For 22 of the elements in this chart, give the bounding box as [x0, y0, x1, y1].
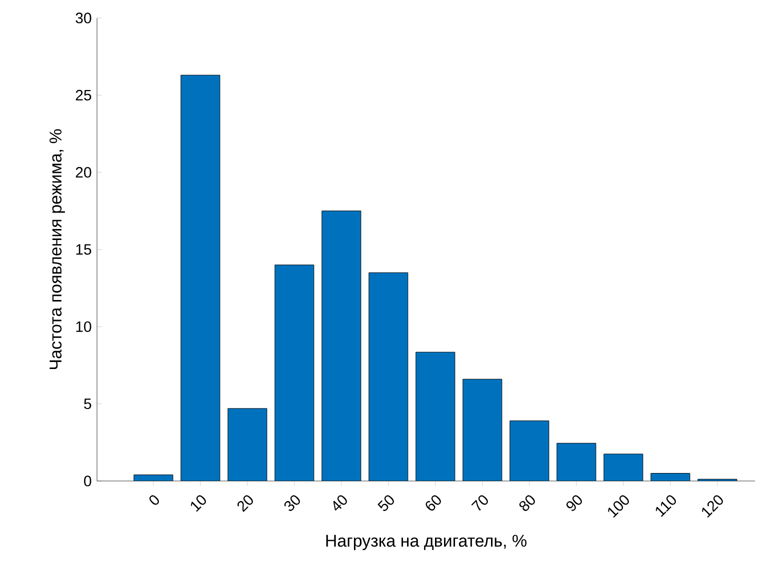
x-tick-label: 100: [608, 495, 629, 518]
x-tick-label: 110: [656, 495, 676, 517]
y-axis-title: Частота появления режима, %: [50, 129, 65, 370]
x-tick-label: 30: [284, 495, 300, 511]
x-tick-label: 70: [471, 495, 488, 511]
y-tick-label: 5: [84, 398, 92, 410]
x-tick-label: 90: [566, 495, 582, 511]
x-tick-label: 50: [378, 495, 394, 512]
x-tick-label: 10: [190, 495, 206, 512]
x-tick-label: 80: [519, 495, 535, 511]
y-tick-label: 25: [76, 90, 92, 100]
x-tick-label: 40: [333, 495, 347, 511]
y-tick-label: 15: [76, 244, 92, 255]
y-tick-label: 30: [76, 12, 92, 24]
x-tick-label: 60: [426, 495, 441, 511]
x-axis-title: Нагрузка на двигатель, %: [326, 534, 526, 550]
x-tick-label: 20: [237, 495, 253, 512]
y-tick-label: 10: [76, 321, 92, 332]
y-tick-label: 20: [76, 167, 92, 178]
y-tick-label: 0: [84, 476, 92, 486]
x-tick-label: 0: [149, 495, 159, 505]
x-tick-label: 120: [702, 495, 723, 518]
